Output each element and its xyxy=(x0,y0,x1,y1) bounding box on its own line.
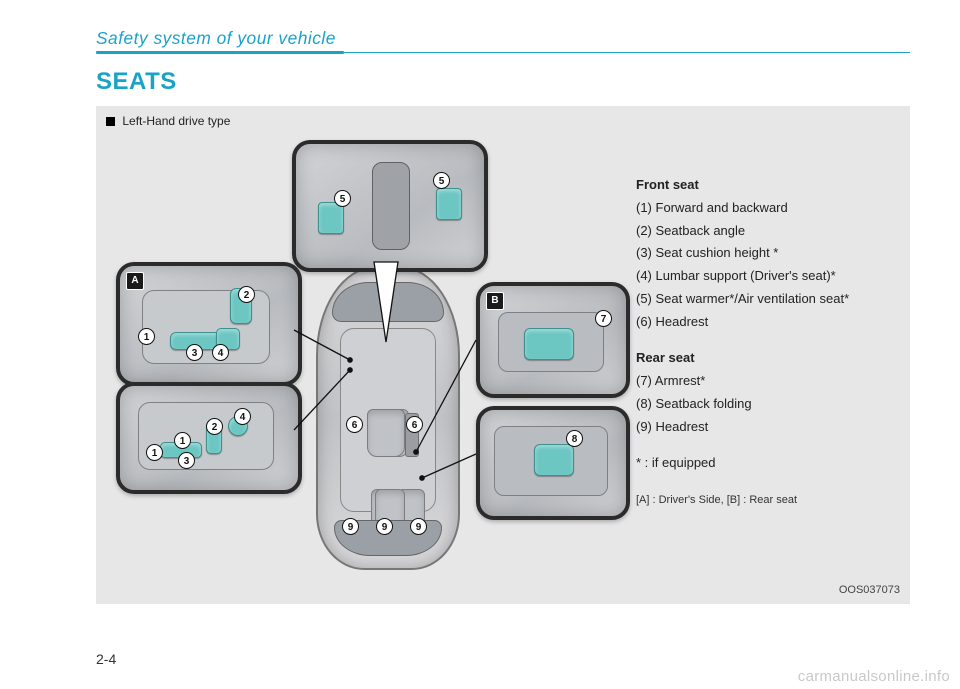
callout-num-6l: 6 xyxy=(346,416,363,433)
front-seat-item: (4) Lumbar support (Driver's seat)* xyxy=(636,265,891,288)
callout-num-5b: 5 xyxy=(433,172,450,189)
callout-num-3b: 3 xyxy=(178,452,195,469)
callout-seat-power: 1 1 2 3 4 xyxy=(116,382,302,494)
windshield xyxy=(332,282,444,322)
callout-num-8: 8 xyxy=(566,430,583,447)
square-bullet-icon xyxy=(106,117,115,126)
front-seat-item: (2) Seatback angle xyxy=(636,220,891,243)
figure-variant-label: Left-Hand drive type xyxy=(106,114,230,128)
figure-legend: Front seat (1) Forward and backward (2) … xyxy=(636,174,891,508)
fold-lever xyxy=(534,444,574,476)
rear-seat-heading: Rear seat xyxy=(636,347,891,370)
front-seat-heading: Front seat xyxy=(636,174,891,197)
callout-seat-manual: A 1 2 3 4 xyxy=(116,262,302,386)
callout-num-7: 7 xyxy=(595,310,612,327)
front-seat-item: (3) Seat cushion height * xyxy=(636,242,891,265)
callout-num-2b: 2 xyxy=(206,418,223,435)
front-seat-item: (5) Seat warmer*/Air ventilation seat* xyxy=(636,288,891,311)
manual-page: Safety system of your vehicle SEATS Left… xyxy=(0,0,960,689)
running-head: Safety system of your vehicle xyxy=(96,28,910,49)
page-number: 2-4 xyxy=(96,651,116,667)
shift-lever xyxy=(372,162,410,250)
callout-num-4b: 4 xyxy=(234,408,251,425)
callout-num-3: 3 xyxy=(186,344,203,361)
header-rule-thick xyxy=(96,51,344,54)
figure-variant-text: Left-Hand drive type xyxy=(122,114,230,128)
callout-num-1: 1 xyxy=(138,328,155,345)
seats-figure: Left-Hand drive type xyxy=(96,106,910,604)
callout-num-9m: 9 xyxy=(376,518,393,535)
spacer xyxy=(636,438,891,452)
rear-seat-item: (9) Headrest xyxy=(636,416,891,439)
callout-num-5a: 5 xyxy=(334,190,351,207)
rear-seat-item: (8) Seatback folding xyxy=(636,393,891,416)
figure-code: OOS037073 xyxy=(839,584,900,596)
callout-num-9l: 9 xyxy=(342,518,359,535)
seat-warmer-button-right xyxy=(436,188,462,220)
callout-armrest: B 7 xyxy=(476,282,630,398)
spacer xyxy=(636,333,891,347)
callout-seatback-fold: 8 xyxy=(476,406,630,520)
callout-num-1c: 1 xyxy=(174,432,191,449)
callout-num-2: 2 xyxy=(238,286,255,303)
callout-shift-console: 5 5 xyxy=(292,140,488,272)
callout-num-1b: 1 xyxy=(146,444,163,461)
armrest xyxy=(524,328,574,360)
badge-a: A xyxy=(126,272,144,290)
header-rule xyxy=(96,51,910,54)
front-seat-item: (1) Forward and backward xyxy=(636,197,891,220)
badge-b: B xyxy=(486,292,504,310)
callout-num-6r: 6 xyxy=(406,416,423,433)
rear-seat-item: (7) Armrest* xyxy=(636,370,891,393)
callout-num-4: 4 xyxy=(212,344,229,361)
front-seat-right xyxy=(367,409,405,457)
seat-diagram: 5 5 A 1 2 3 4 1 1 2 xyxy=(106,134,626,584)
callout-num-9r: 9 xyxy=(410,518,427,535)
watermark: carmanualsonline.info xyxy=(798,668,950,685)
footnote: * : if equipped xyxy=(636,452,891,475)
front-seat-item: (6) Headrest xyxy=(636,311,891,334)
page-title: SEATS xyxy=(96,68,910,96)
badge-legend: [A] : Driver's Side, [B] : Rear seat xyxy=(636,493,891,508)
header-rule-thin xyxy=(344,52,910,53)
